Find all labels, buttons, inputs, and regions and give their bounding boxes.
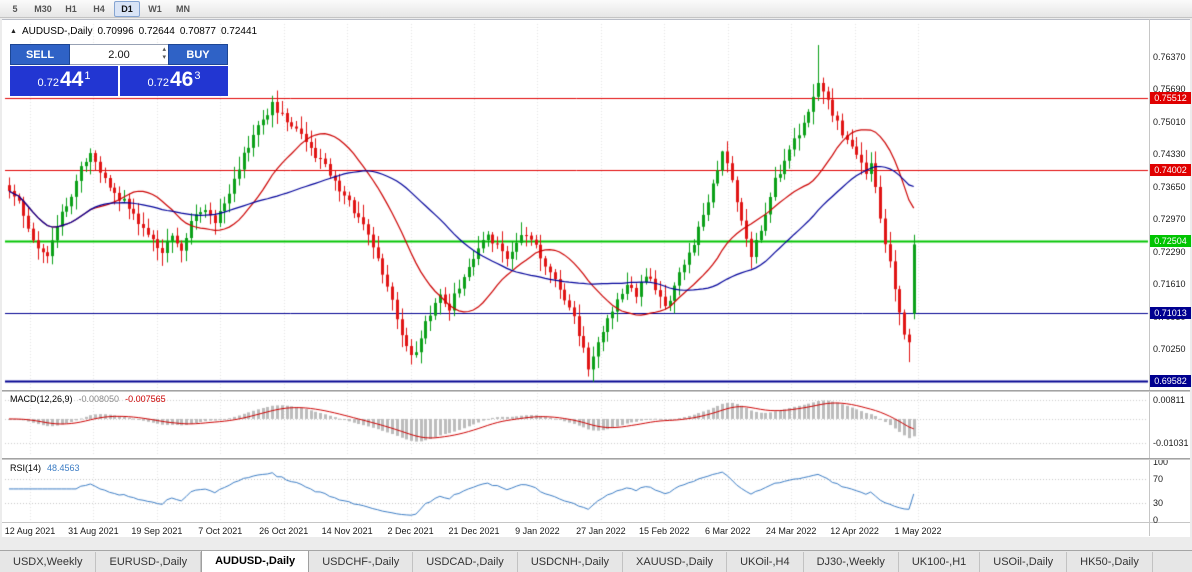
timeframe-button-5[interactable]: 5 (12, 3, 18, 14)
ohlc-open: 0.70996 (97, 26, 134, 37)
timeframe-button-m30[interactable]: M30 (34, 3, 52, 14)
macd-signal-value: -0.007565 (125, 394, 166, 404)
rsi-indicator-name: RSI(14) (10, 463, 42, 473)
ohlc-low: 0.70877 (179, 26, 216, 37)
rsi-value: 48.4563 (47, 463, 80, 473)
sell-price-pip: 1 (84, 70, 91, 82)
buy-price-prefix: 0.72 (147, 77, 169, 89)
chart-window-icon: ▲ (10, 28, 17, 35)
chart-tab-usdcnh-daily[interactable]: USDCNH-,Daily (518, 552, 624, 572)
bottom-strip (0, 537, 1192, 550)
date-axis-border (2, 522, 1190, 523)
ohlc-close: 0.72441 (220, 26, 258, 37)
one-click-trading-panel: SELL 2.00 ▴ ▾ BUY 0.72 44 1 0.72 46 3 (10, 44, 228, 96)
chart-tab-usdx-weekly[interactable]: USDX,Weekly (0, 552, 97, 572)
volume-spinner: ▴ ▾ (162, 46, 166, 62)
chart-tab-usdcad-daily[interactable]: USDCAD-,Daily (413, 552, 518, 572)
sell-button[interactable]: SELL (10, 44, 70, 65)
chart-tab-bar: USDX,Weekly EURUSD-,Daily AUDUSD-,Daily USD… (0, 550, 1192, 572)
chart-plot-area[interactable] (2, 19, 1190, 550)
macd-panel-splitter[interactable] (2, 390, 1190, 392)
chart-tab-audusd-daily[interactable]: AUDUSD-,Daily (201, 551, 310, 572)
timeframe-button-h1[interactable]: H1 (65, 3, 77, 14)
timeframe-toolbar: 5 M30 H1 H4 D1 W1 MN (0, 0, 1192, 18)
rsi-panel-splitter[interactable] (2, 458, 1190, 460)
timeframe-button-w1[interactable]: W1 (148, 3, 162, 14)
buy-price-display[interactable]: 0.72 46 3 (120, 66, 228, 96)
timeframe-button-d1[interactable]: D1 (114, 0, 140, 17)
buy-price-pip: 3 (194, 70, 201, 82)
chart-title-bar: ▲ AUDUSD-,Daily 0.70996 0.72644 0.70877 … (10, 26, 257, 37)
macd-label-row: MACD(12,26,9) -0.008050 -0.007565 (10, 394, 166, 404)
chart-tab-eurusd-daily[interactable]: EURUSD-,Daily (96, 552, 202, 572)
rsi-label-row: RSI(14) 48.4563 (10, 463, 80, 473)
chart-symbol-label: AUDUSD-,Daily (21, 26, 93, 37)
macd-indicator-name: MACD(12,26,9) (10, 394, 73, 404)
buy-price-big: 46 (169, 68, 194, 91)
sell-price-prefix: 0.72 (37, 77, 59, 89)
timeframe-button-mn[interactable]: MN (176, 3, 190, 14)
chart-tab-uk100-h1[interactable]: UK100-,H1 (899, 552, 981, 572)
volume-value: 2.00 (108, 48, 130, 61)
sell-price-big: 44 (59, 68, 84, 91)
macd-main-value: -0.008050 (78, 394, 120, 404)
volume-increase-button[interactable]: ▴ (162, 46, 166, 53)
sell-price-display[interactable]: 0.72 44 1 (10, 66, 118, 96)
chart-tab-usdchf-daily[interactable]: USDCHF-,Daily (309, 552, 414, 572)
volume-decrease-button[interactable]: ▾ (162, 54, 166, 61)
chart-tab-xauusd-daily[interactable]: XAUUSD-,Daily (623, 552, 728, 572)
ohlc-high: 0.72644 (138, 26, 175, 37)
volume-input[interactable]: 2.00 ▴ ▾ (70, 44, 168, 65)
chart-tab-hk50-daily[interactable]: HK50-,Daily (1067, 552, 1153, 572)
timeframe-button-h4[interactable]: H4 (93, 3, 105, 14)
chart-tab-ukoil-h4[interactable]: UKOil-,H4 (727, 552, 804, 572)
chart-tab-usoil-daily[interactable]: USOil-,Daily (980, 552, 1068, 572)
chart-tab-dj30-weekly[interactable]: DJ30-,Weekly (804, 552, 899, 572)
buy-button[interactable]: BUY (168, 44, 228, 65)
